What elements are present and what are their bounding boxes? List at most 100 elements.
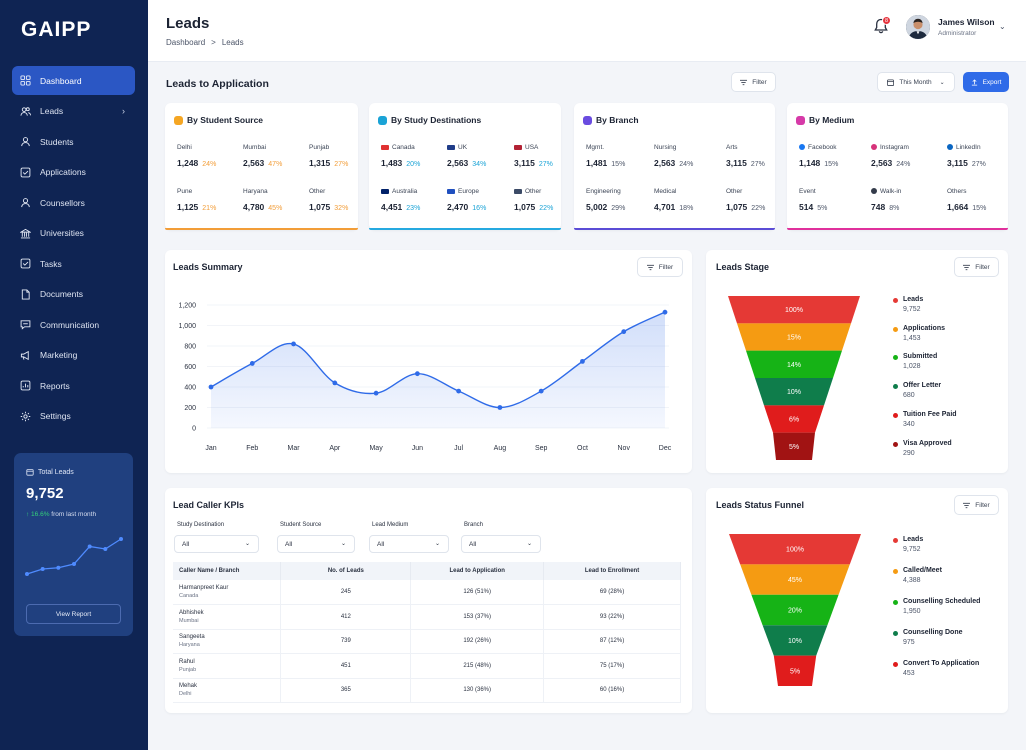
funnel-percent-label: 5% — [789, 444, 799, 451]
sidebar-item-settings[interactable]: Settings — [12, 402, 135, 431]
filter-select[interactable]: All ⌄ — [461, 535, 541, 553]
stat-label-row: Instagram — [871, 143, 910, 151]
sidebar-item-counsellors[interactable]: Counsellors — [12, 188, 135, 217]
table-row[interactable]: Rahul Punjab 451 215 (48%) 75 (17%) — [173, 653, 681, 679]
stat-label: Engineering — [586, 187, 621, 195]
sidebar-item-leads[interactable]: Leads › — [12, 97, 135, 126]
stat-value-row: 2,563 47% — [243, 158, 282, 168]
sidebar-item-applications[interactable]: Applications — [12, 158, 135, 187]
total-leads-title: Total Leads — [26, 468, 74, 476]
filter-select[interactable]: All ⌄ — [369, 535, 449, 553]
legend-label: Convert To Application — [903, 660, 980, 667]
export-button[interactable]: Export — [963, 72, 1009, 92]
bank-icon — [20, 228, 31, 238]
change-percent: ↑ 16.6% — [26, 511, 50, 518]
stat-value: 2,563 — [654, 158, 676, 168]
sidebar-item-tasks[interactable]: Tasks — [12, 249, 135, 278]
source-stat: Instagram 2,563 24% — [871, 143, 910, 168]
filter-label: Filter — [658, 263, 674, 271]
stat-label-row: Europe — [447, 187, 486, 195]
source-stat: Other 1,075 22% — [726, 187, 765, 213]
period-select[interactable]: This Month ⌄ — [877, 72, 955, 92]
app-logo[interactable]: GAIPP — [21, 18, 92, 41]
total-leads-label: Total Leads — [38, 468, 74, 476]
view-report-button[interactable]: View Report — [26, 604, 121, 624]
legend-dot — [893, 412, 898, 418]
stat-value-row: 1,483 20% — [381, 158, 420, 168]
user-name[interactable]: James Wilson — [938, 17, 995, 27]
table-row[interactable]: Abhishek Mumbai 412 153 (37%) 93 (22%) — [173, 604, 681, 630]
stat-value-row: 1,075 22% — [726, 202, 765, 212]
filter-button[interactable]: Filter — [731, 72, 776, 92]
stat-label-row: Australia — [381, 187, 420, 195]
megaphone-icon — [20, 350, 29, 360]
filter-select[interactable]: All ⌄ — [174, 535, 259, 553]
stat-label: Mgmt. — [586, 143, 605, 151]
sidebar-item-label: Students — [40, 136, 74, 147]
stat-label: Other — [309, 187, 326, 195]
caller-branch: Punjab — [179, 666, 197, 673]
table-row[interactable]: Harmanpreet Kaur Canada 245 126 (51%) 69 (28… — [173, 580, 681, 605]
sidebar-item-label: Reports — [40, 380, 70, 391]
data-point — [497, 405, 503, 410]
sidebar-item-label: Marketing — [40, 350, 78, 360]
source-card-header: By Branch — [583, 115, 639, 125]
stat-value-row: 748 8% — [871, 202, 901, 212]
caller-name: Abhishek — [179, 609, 204, 616]
legend-item: Submitted 1,028 — [893, 353, 937, 370]
stat-value: 3,115 — [947, 158, 968, 168]
stat-percent: 16% — [472, 205, 487, 212]
stat-value: 5,002 — [586, 202, 608, 212]
funnel-segment — [728, 296, 860, 324]
sidebar-item-documents[interactable]: Documents — [12, 280, 135, 309]
grid-icon — [20, 75, 31, 86]
source-stat: Medical 4,701 18% — [654, 187, 693, 213]
sidebar-item-students[interactable]: Students — [12, 127, 135, 156]
stat-label-row: Others — [947, 187, 986, 195]
y-tick-label: 400 — [184, 385, 196, 392]
sidebar-nav: Dashboard Leads › Students Applications Couns… — [12, 66, 135, 432]
sidebar-item-marketing[interactable]: Marketing — [12, 341, 135, 370]
stat-label: USA — [525, 143, 539, 151]
legend-item: Counselling Scheduled 1,950 — [893, 598, 980, 615]
funnel-percent-label: 45% — [788, 577, 802, 584]
top-header: Leads Dashboard > Leads 8 James Wilson A… — [148, 0, 1026, 62]
source-stat: Facebook 1,148 15% — [799, 143, 838, 168]
source-card-title: By Medium — [809, 115, 855, 125]
filter-button[interactable]: Filter — [954, 495, 999, 515]
source-card-title: By Study Destinations — [391, 115, 482, 125]
cell-app: 215 (48%) — [410, 653, 545, 679]
stat-percent: 24% — [679, 161, 694, 168]
table-row[interactable]: Sangeeta Haryana 739 192 (26%) 87 (12%) — [173, 629, 681, 654]
avatar[interactable] — [906, 15, 930, 39]
sidebar-item-dashboard[interactable]: Dashboard — [12, 66, 135, 95]
sidebar-item-communication[interactable]: Communication — [12, 310, 135, 339]
stat-label-row: Punjab — [309, 143, 348, 151]
table-row[interactable]: Mehak Delhi 365 130 (36%) 60 (16%) — [173, 678, 681, 703]
legend-value: 453 — [903, 670, 915, 677]
source-stat: LinkedIn 3,115 27% — [947, 143, 986, 168]
sparkline-point — [40, 567, 45, 571]
stat-value: 1,481 — [586, 158, 608, 168]
stat-label-row: Engineering — [586, 187, 625, 195]
sidebar-item-universities[interactable]: Universities — [12, 219, 135, 248]
flag-icon — [514, 188, 522, 194]
legend-item: Counselling Done 975 — [893, 629, 963, 646]
legend-label: Visa Approved — [903, 439, 952, 447]
stat-percent: 34% — [472, 161, 487, 168]
chevron-down-icon[interactable]: ⌄ — [999, 22, 1006, 31]
legend-dot — [893, 631, 898, 636]
x-tick-label: May — [369, 445, 383, 452]
stat-percent: 47% — [268, 161, 283, 168]
breadcrumb-dashboard[interactable]: Dashboard — [166, 38, 206, 47]
cell-enroll: 93 (22%) — [543, 604, 681, 630]
x-tick-label: Mar — [288, 445, 301, 452]
card-accent-bar — [369, 228, 561, 230]
legend-label: Applications — [903, 324, 946, 332]
stat-percent: 15% — [972, 205, 987, 212]
stat-value: 4,780 — [243, 202, 265, 212]
filter-select[interactable]: All ⌄ — [277, 535, 355, 553]
filter-button[interactable]: Filter — [954, 257, 999, 277]
sidebar-item-reports[interactable]: Reports — [12, 371, 135, 400]
filter-button[interactable]: Filter — [637, 257, 683, 277]
